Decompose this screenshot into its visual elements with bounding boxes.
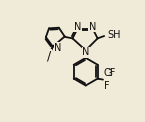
Text: F: F bbox=[104, 81, 110, 91]
Text: CF: CF bbox=[104, 68, 116, 78]
Text: N: N bbox=[89, 22, 96, 32]
Text: 3: 3 bbox=[107, 69, 112, 78]
Text: SH: SH bbox=[107, 30, 121, 40]
Text: N: N bbox=[82, 47, 89, 57]
Text: N: N bbox=[54, 43, 61, 53]
Text: /: / bbox=[47, 49, 51, 62]
Text: N: N bbox=[74, 22, 81, 32]
